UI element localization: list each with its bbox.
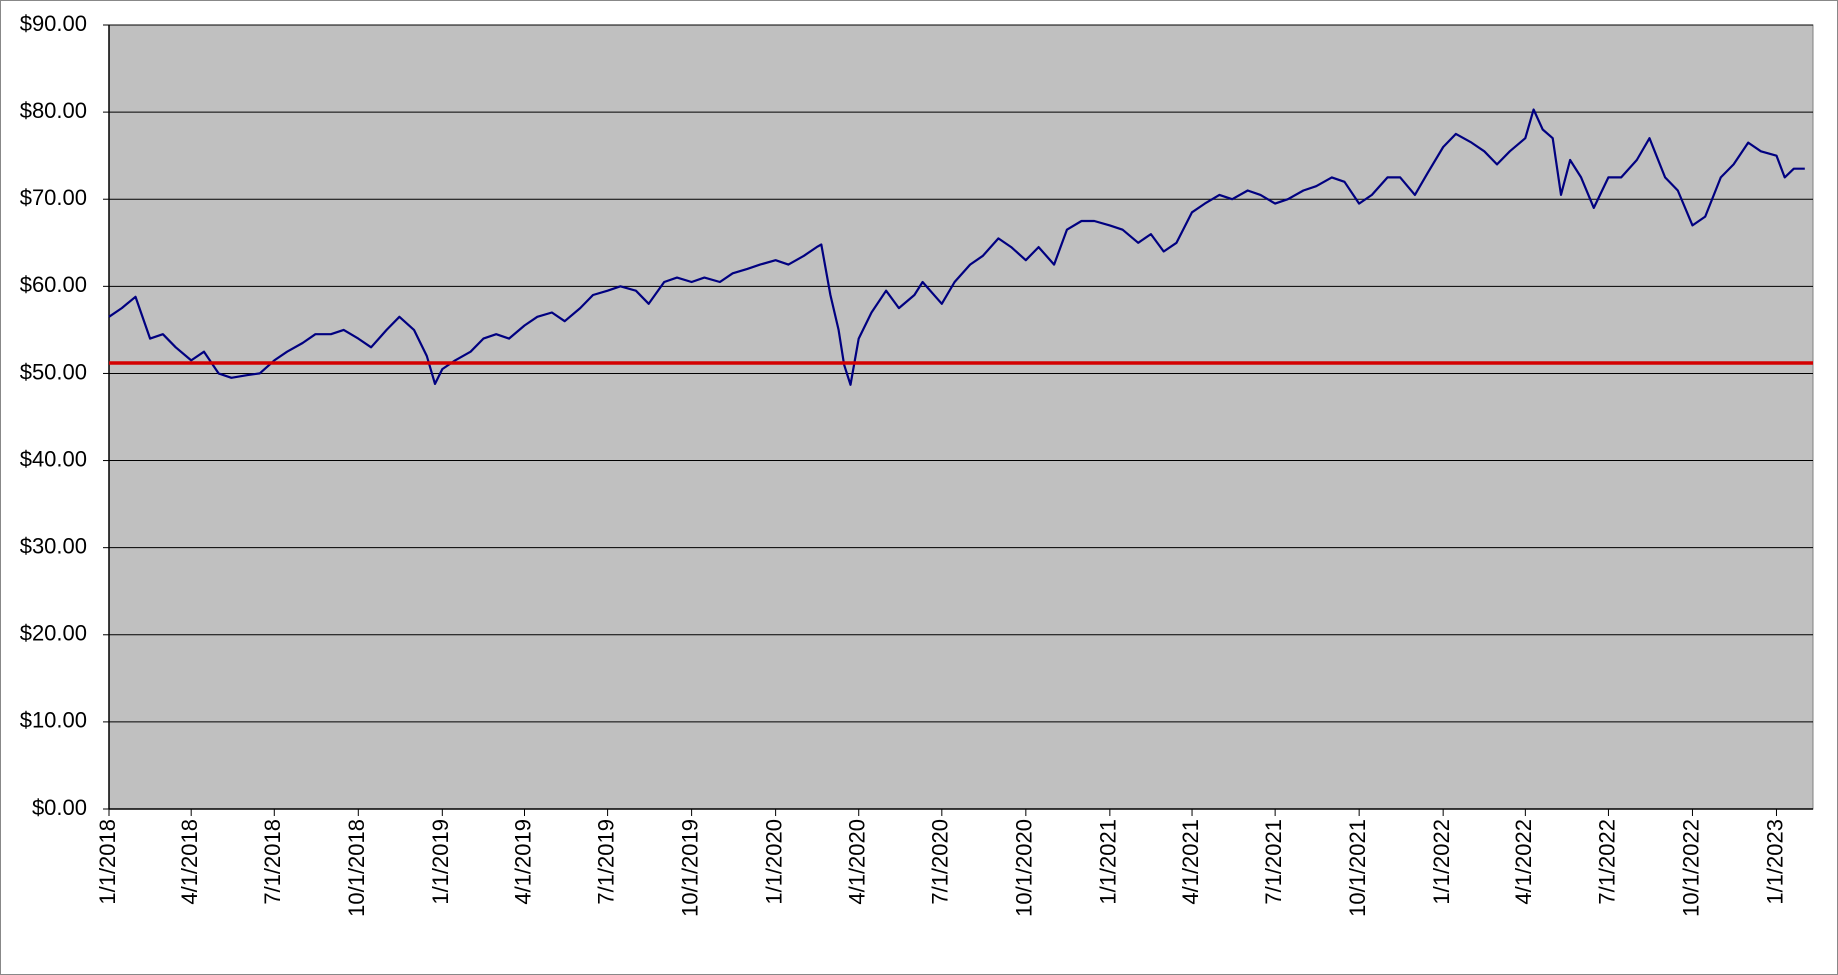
x-tick-label: 4/1/2020 bbox=[845, 819, 870, 905]
y-tick-label: $0.00 bbox=[32, 795, 87, 820]
x-tick-label: 4/1/2019 bbox=[510, 819, 535, 905]
y-tick-label: $60.00 bbox=[20, 272, 87, 297]
x-tick-label: 1/1/2022 bbox=[1429, 819, 1454, 905]
x-tick-label: 10/1/2020 bbox=[1012, 819, 1037, 917]
x-tick-label: 7/1/2022 bbox=[1594, 819, 1619, 905]
y-tick-label: $70.00 bbox=[20, 185, 87, 210]
y-tick-label: $80.00 bbox=[20, 98, 87, 123]
x-tick-label: 10/1/2019 bbox=[677, 819, 702, 917]
y-tick-label: $10.00 bbox=[20, 708, 87, 733]
x-tick-label: 1/1/2023 bbox=[1762, 819, 1787, 905]
x-tick-label: 10/1/2022 bbox=[1678, 819, 1703, 917]
plot-area bbox=[108, 24, 1814, 810]
x-tick-label: 7/1/2020 bbox=[928, 819, 953, 905]
x-tick-label: 10/1/2018 bbox=[344, 819, 369, 917]
y-tick-label: $30.00 bbox=[20, 533, 87, 558]
x-tick-label: 1/1/2020 bbox=[761, 819, 786, 905]
x-tick-label: 4/1/2018 bbox=[177, 819, 202, 905]
x-tick-label: 1/1/2018 bbox=[95, 819, 120, 905]
x-tick-label: 4/1/2022 bbox=[1511, 819, 1536, 905]
y-tick-label: $20.00 bbox=[20, 621, 87, 646]
y-tick-label: $50.00 bbox=[20, 359, 87, 384]
x-tick-label: 1/1/2021 bbox=[1096, 819, 1121, 905]
price-line bbox=[108, 108, 1805, 386]
x-tick-label: 4/1/2021 bbox=[1178, 819, 1203, 905]
y-tick-label: $90.00 bbox=[20, 11, 87, 36]
x-tick-label: 7/1/2021 bbox=[1261, 819, 1286, 905]
x-tick-label: 10/1/2021 bbox=[1345, 819, 1370, 917]
y-tick-label: $40.00 bbox=[20, 446, 87, 471]
x-tick-label: 7/1/2019 bbox=[593, 819, 618, 905]
x-tick-label: 7/1/2018 bbox=[260, 819, 285, 905]
x-tick-label: 1/1/2019 bbox=[428, 819, 453, 905]
